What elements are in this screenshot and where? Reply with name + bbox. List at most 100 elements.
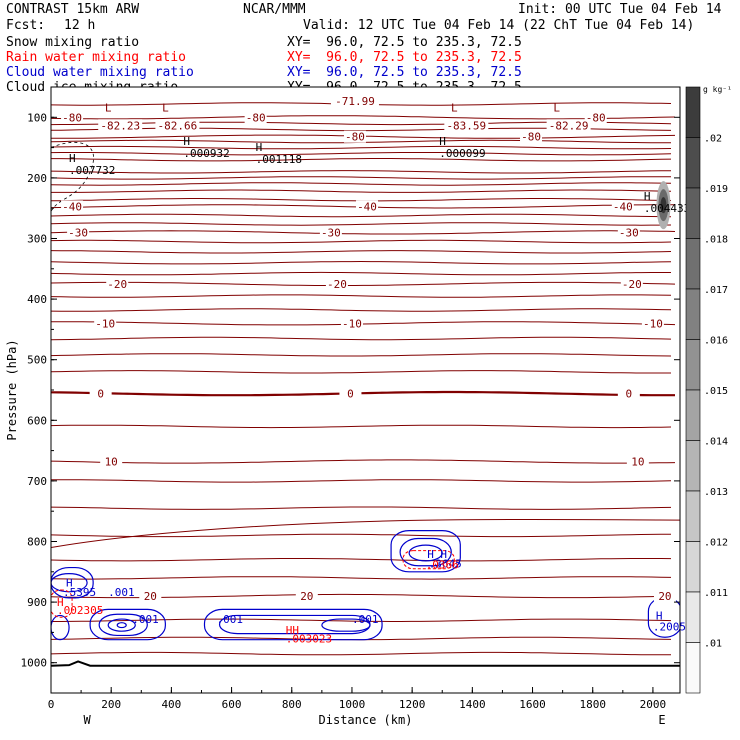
x-tick-label: 1200 bbox=[399, 698, 426, 711]
contour-label: 10 bbox=[105, 456, 118, 469]
contour-label-bg bbox=[611, 200, 634, 213]
isotherm-line bbox=[51, 294, 672, 298]
colorbar-swatch bbox=[685, 389, 701, 441]
cloud-water-label: .5395 bbox=[63, 586, 96, 599]
y-tick-label: 800 bbox=[27, 536, 47, 549]
cloud-water-label: .3645 bbox=[429, 557, 462, 570]
forecast-label: Fcst: bbox=[6, 18, 46, 33]
contour-label: -30 bbox=[321, 226, 341, 239]
isotherm-line bbox=[51, 281, 676, 286]
isotherm-line bbox=[51, 239, 672, 244]
contour-label-bg bbox=[106, 277, 129, 290]
contour-label: -20 bbox=[622, 278, 642, 291]
org-label: NCAR/MMM bbox=[243, 2, 306, 17]
high-marker: H bbox=[256, 141, 263, 154]
colorbar-unit: g kg⁻¹ bbox=[703, 85, 732, 94]
cloud-water-label: H bbox=[66, 577, 73, 590]
colorbar-tick-label: .01 bbox=[704, 639, 722, 650]
isotherm-line bbox=[51, 189, 672, 193]
x-axis-label: Distance (km) bbox=[319, 713, 413, 727]
colorbar-tick-label: .019 bbox=[704, 184, 728, 195]
isotherm-line bbox=[51, 230, 676, 235]
y-tick-label: 700 bbox=[27, 475, 47, 488]
contour-label-bg bbox=[295, 590, 318, 603]
rain-water-label: .002305 bbox=[57, 604, 103, 617]
y-tick-label: 200 bbox=[27, 172, 47, 185]
colorbar-tick-label: .014 bbox=[704, 437, 728, 448]
high-marker: H bbox=[439, 135, 446, 148]
colorbar-swatch bbox=[685, 339, 701, 391]
cloud-water-contour bbox=[89, 608, 166, 641]
high-value: .000932 bbox=[183, 147, 229, 160]
isotherm-line bbox=[51, 158, 672, 162]
isotherm-line bbox=[51, 459, 676, 464]
snow-shading bbox=[660, 197, 667, 214]
isotherm-line bbox=[51, 353, 672, 357]
colorbar-swatch bbox=[685, 187, 701, 239]
y-tick-label: 600 bbox=[27, 414, 47, 427]
colorbar: .02 .019 .018 .017 .016 .015 .014 .013 .012 .011.… bbox=[685, 85, 732, 694]
contour-label: -80 bbox=[345, 131, 365, 144]
colorbar-tick-label: .012 bbox=[704, 538, 728, 549]
colorbar-swatch bbox=[685, 238, 701, 290]
low-value-bg bbox=[444, 119, 489, 132]
low-marker: L bbox=[451, 101, 458, 114]
contour-label: -10 bbox=[95, 317, 115, 330]
contour-label: 0 bbox=[347, 388, 354, 401]
rain-water-label: .003023 bbox=[286, 632, 332, 645]
colorbar-swatch bbox=[685, 86, 701, 138]
contour-label: -10 bbox=[342, 317, 362, 330]
cloud-water-label: .001 bbox=[108, 586, 135, 599]
rain-water-contour bbox=[51, 589, 73, 618]
isotherm-line bbox=[51, 651, 671, 656]
low-value: -83.59 bbox=[446, 119, 486, 132]
legend-snow-xy: XY= 96.0, 72.5 to 235.3, 72.5 bbox=[287, 35, 522, 50]
isotherm-line bbox=[51, 576, 672, 580]
contour-label-bg bbox=[67, 226, 90, 239]
contour-label-bg bbox=[626, 455, 649, 468]
isotherm-line bbox=[51, 506, 672, 510]
contour-label: -80 bbox=[246, 111, 266, 124]
isotherm-line bbox=[51, 519, 680, 549]
cloud-water-label: .001 bbox=[352, 613, 379, 626]
contour-label: 0 bbox=[97, 388, 104, 401]
isotherm-line bbox=[51, 222, 672, 226]
contour-label-bg bbox=[100, 455, 123, 468]
contour-label-bg bbox=[61, 200, 84, 213]
colorbar-tick-label: .011 bbox=[704, 588, 728, 599]
isotherm-line bbox=[51, 336, 672, 341]
isotherm-line bbox=[51, 558, 672, 562]
contour-label: 20 bbox=[658, 590, 671, 603]
rain-water-label: HH bbox=[286, 624, 299, 637]
isotherm-line bbox=[51, 533, 671, 538]
low-value: -82.23 bbox=[100, 119, 140, 132]
isotherm-line bbox=[51, 145, 672, 150]
east-label: E bbox=[658, 713, 665, 727]
x-tick-label: 800 bbox=[282, 698, 302, 711]
cloud-water-label: H H bbox=[427, 548, 447, 561]
contour-label: -40 bbox=[357, 200, 377, 213]
contour-label-bg bbox=[520, 130, 543, 143]
x-tick-label: 400 bbox=[161, 698, 181, 711]
west-label: W bbox=[83, 713, 91, 727]
contour-label: 0 bbox=[626, 388, 633, 401]
colorbar-swatch bbox=[685, 440, 701, 492]
y-tick-label: 500 bbox=[27, 354, 47, 367]
x-tick-label: 1400 bbox=[459, 698, 486, 711]
isotherm-line bbox=[51, 618, 672, 622]
isotherm-line bbox=[51, 115, 676, 120]
forecast-value: 12 h bbox=[64, 18, 96, 33]
colorbar-swatch bbox=[685, 642, 701, 694]
contour-label-bg bbox=[340, 317, 363, 330]
x-tick-label: 1600 bbox=[519, 698, 546, 711]
contour-label-bg bbox=[356, 200, 379, 213]
contour-label: -30 bbox=[68, 226, 88, 239]
colorbar-swatch bbox=[685, 490, 701, 542]
cloud-water-label: .001 bbox=[217, 613, 244, 626]
high-marker: H bbox=[69, 152, 76, 165]
contour-label-bg bbox=[653, 590, 676, 603]
isotherm-line bbox=[51, 479, 672, 483]
isotherm-line bbox=[51, 308, 672, 312]
x-tick-label: 0 bbox=[48, 698, 55, 711]
